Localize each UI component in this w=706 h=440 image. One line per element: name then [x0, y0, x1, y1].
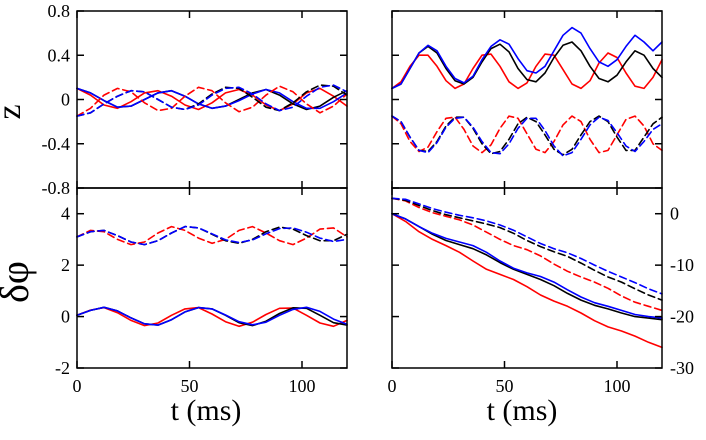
curves-bottom-right: [391, 197, 663, 349]
y-tick-label-top-left: -0.8: [42, 178, 71, 198]
series-top-left-red-dashed: [76, 85, 348, 117]
series-bottom-right-blue-dashed: [391, 197, 663, 295]
series-top-left-black-dashed: [76, 84, 348, 117]
series-bottom-left-black-solid: [76, 306, 348, 327]
y-tick-label-bottom-right: -10: [670, 255, 694, 275]
series-bottom-right-black-solid: [391, 212, 663, 321]
panel-top-right: [391, 10, 663, 189]
x-tick-label-bottom-right: 50: [496, 376, 514, 396]
series-bottom-right-black-dashed: [391, 197, 663, 301]
frame-top-left: [76, 10, 348, 189]
series-top-right-blue-dashed: [391, 115, 663, 157]
y-tick-label-top-left: -0.4: [42, 134, 71, 154]
x-axis-title-left: t (ms): [171, 394, 242, 427]
x-tick-label-bottom-left: 50: [181, 376, 199, 396]
series-bottom-left-blue-solid: [76, 306, 348, 326]
y-tick-label-bottom-right: 0: [670, 204, 679, 224]
series-top-left-blue-dashed: [76, 84, 348, 117]
series-bottom-right-blue-solid: [391, 212, 663, 319]
y-axis-title-delta-phi: δφ: [0, 261, 37, 303]
series-top-left-blue-solid: [76, 87, 348, 110]
y-tick-label-bottom-left: 0: [61, 307, 70, 327]
y-tick-label-bottom-right: -30: [670, 358, 694, 378]
series-top-right-red-solid: [391, 52, 663, 90]
panel-top-left: -0.8 -0.4 0 0.4 0.8: [42, 1, 348, 198]
y-tick-label-bottom-left: 4: [61, 204, 70, 224]
series-bottom-left-red-solid: [76, 306, 348, 328]
panel-bottom-right: -30 -20 -10 0 0 50 100: [388, 187, 694, 396]
series-bottom-right-red-dashed: [391, 197, 663, 312]
x-tick-label-bottom-left: 0: [73, 376, 82, 396]
series-bottom-left-black-dashed: [76, 225, 348, 246]
curves-top-left: [76, 84, 348, 117]
x-axis-title-right: t (ms): [487, 394, 558, 427]
series-bottom-left-red-dashed: [76, 225, 348, 246]
y-axis-title-z: z: [0, 104, 28, 119]
y-tick-label-bottom-right: -20: [670, 307, 694, 327]
series-bottom-right-red-solid: [391, 212, 663, 349]
series-top-right-red-dashed: [391, 115, 663, 154]
y-tick-label-bottom-left: 2: [61, 255, 70, 275]
curves-top-right: [391, 26, 663, 157]
x-tick-label-bottom-right: 0: [388, 376, 397, 396]
ticks-bottom-right: -30 -20 -10 0 0 50 100: [388, 188, 694, 396]
x-tick-label-bottom-left: 100: [289, 376, 316, 396]
curves-bottom-left: [76, 225, 348, 328]
series-top-right-blue-solid: [391, 26, 663, 90]
y-tick-label-bottom-left: -2: [55, 358, 70, 378]
frame-bottom-left: [76, 187, 348, 369]
y-tick-label-top-left: 0: [61, 90, 70, 110]
series-bottom-left-blue-dashed: [76, 225, 348, 246]
ticks-top-right: [391, 10, 662, 189]
y-tick-label-top-left: 0.4: [48, 45, 71, 65]
ticks-top-left: -0.8 -0.4 0 0.4 0.8: [42, 1, 347, 198]
frame-top-right: [391, 10, 663, 189]
series-top-right-black-dashed: [391, 115, 663, 156]
y-tick-label-top-left: 0.8: [48, 1, 71, 21]
frame-bottom-right: [391, 187, 663, 369]
x-tick-label-bottom-right: 100: [604, 376, 631, 396]
series-top-right-black-solid: [391, 41, 663, 90]
